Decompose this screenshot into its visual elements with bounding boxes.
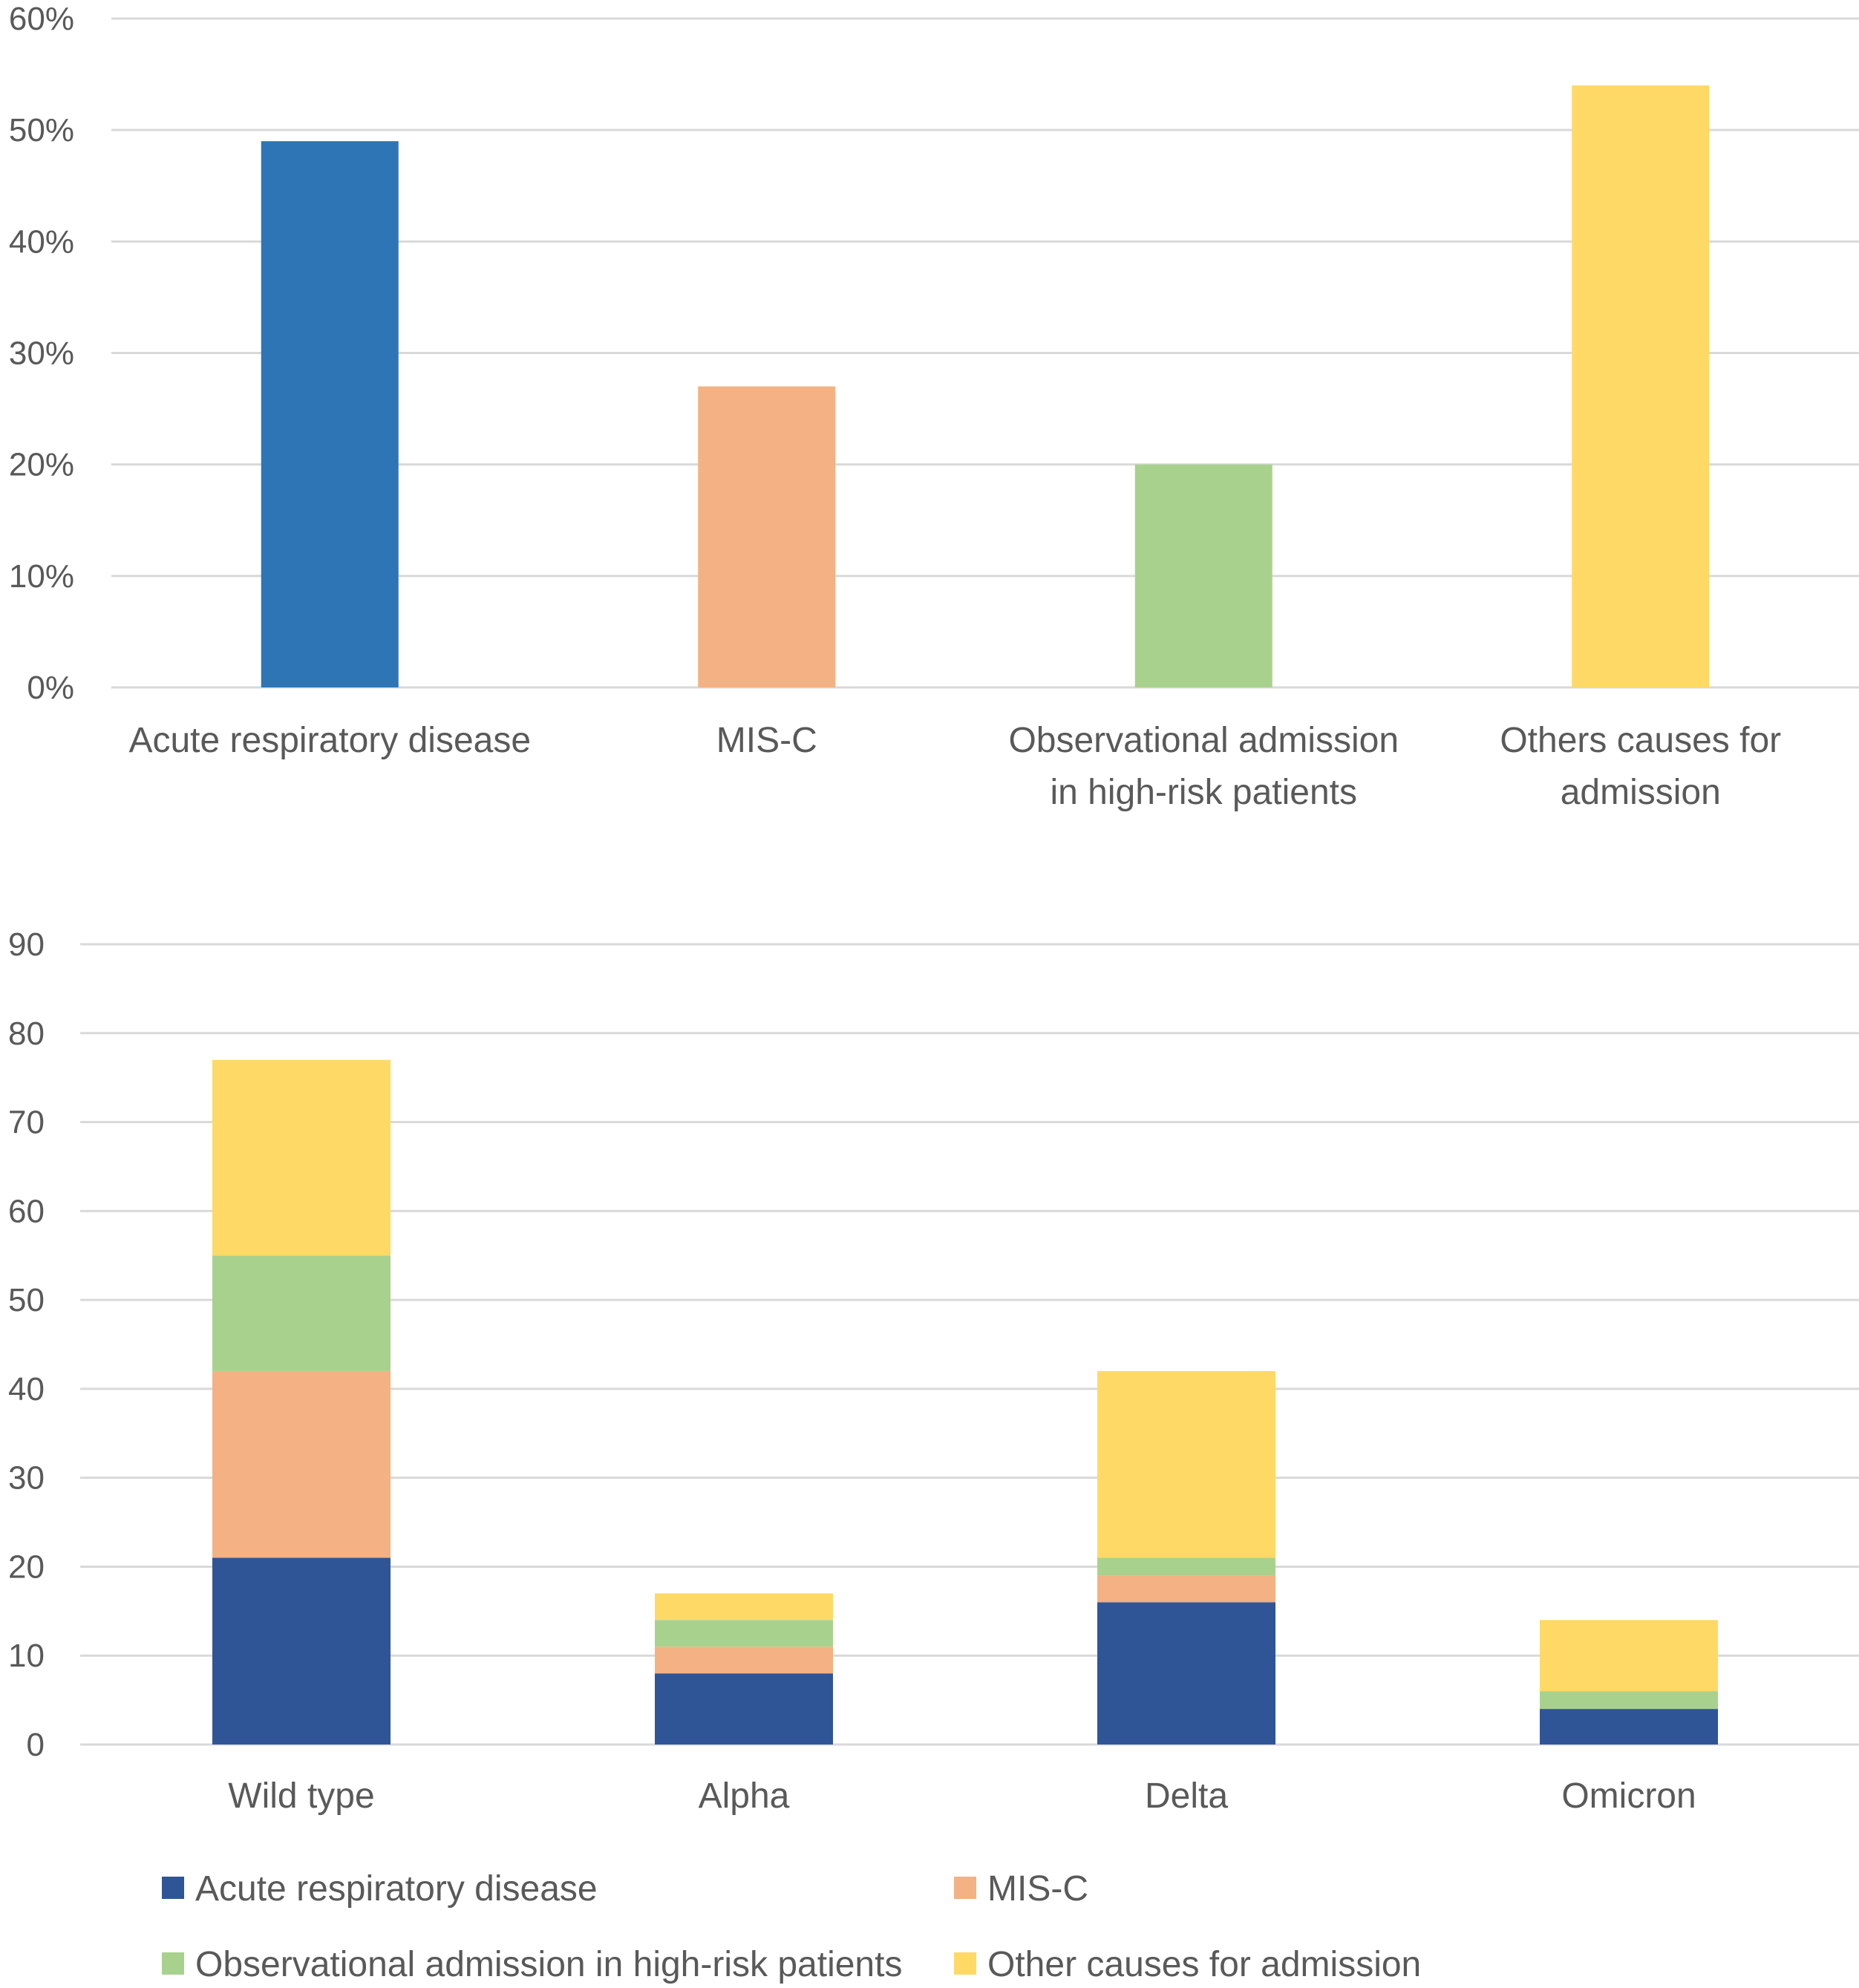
x-category-label: Observational admission xyxy=(1008,721,1399,760)
stacked-bar-segment xyxy=(1097,1575,1276,1603)
x-category-label: in high-risk patients xyxy=(1050,773,1357,812)
bar xyxy=(1134,464,1272,687)
x-category-label: admission xyxy=(1561,773,1721,812)
x-category-label: Omicron xyxy=(1561,1776,1696,1816)
x-category-label: Acute respiratory disease xyxy=(128,721,531,760)
stacked-bar-segment xyxy=(1540,1620,1719,1692)
stacked-bar-segment xyxy=(655,1673,834,1745)
bar xyxy=(261,141,399,687)
y-tick-label: 40% xyxy=(9,223,74,260)
x-category-label: Others causes for xyxy=(1500,721,1781,760)
stacked-bar-segment xyxy=(655,1620,834,1647)
y-tick-label: 10% xyxy=(9,558,74,595)
y-tick-label: 30% xyxy=(9,336,74,372)
y-tick-label: 30 xyxy=(8,1460,45,1497)
y-tick-label: 50 xyxy=(8,1282,45,1318)
stacked-bar-segment xyxy=(212,1059,391,1256)
y-tick-label: 90 xyxy=(8,926,45,963)
y-tick-label: 60% xyxy=(9,1,74,37)
legend-swatch xyxy=(954,1952,976,1975)
x-category-label: Alpha xyxy=(699,1776,790,1816)
stacked-bar-segment xyxy=(655,1593,834,1621)
y-tick-label: 60 xyxy=(8,1193,45,1229)
stacked-bar-segment xyxy=(1097,1602,1276,1745)
y-tick-label: 40 xyxy=(8,1371,45,1407)
bar xyxy=(1572,85,1710,688)
stacked-bar-segment xyxy=(212,1557,391,1745)
y-tick-label: 20 xyxy=(8,1549,45,1585)
y-tick-label: 10 xyxy=(8,1638,45,1674)
stacked-bar-segment xyxy=(212,1370,391,1558)
legend-swatch xyxy=(162,1952,184,1975)
legend-label: Other causes for admission xyxy=(987,1945,1421,1984)
stacked-bar-segment xyxy=(655,1647,834,1674)
y-tick-label: 70 xyxy=(8,1105,45,1141)
legend-label: Acute respiratory disease xyxy=(195,1869,598,1909)
y-tick-label: 50% xyxy=(9,112,74,148)
bar xyxy=(698,386,836,687)
x-category-label: Delta xyxy=(1145,1776,1228,1816)
stacked-bar-segment xyxy=(212,1255,391,1371)
legend-swatch xyxy=(162,1877,184,1899)
y-tick-label: 0 xyxy=(27,1727,45,1763)
legend-label: Observational admission in high-risk pat… xyxy=(195,1945,902,1984)
y-tick-label: 20% xyxy=(9,447,74,483)
stacked-bar-segment xyxy=(1097,1557,1276,1576)
y-tick-label: 0% xyxy=(27,670,74,706)
stacked-bar-segment xyxy=(1540,1691,1719,1710)
stacked-bar-segment xyxy=(1540,1709,1719,1745)
legend-swatch xyxy=(954,1877,976,1899)
chart-2-legend: Acute respiratory disease MIS-C Observatio… xyxy=(162,1869,1421,1984)
x-category-label: MIS-C xyxy=(716,721,817,760)
y-tick-label: 80 xyxy=(8,1016,45,1052)
x-category-label: Wild type xyxy=(228,1776,374,1816)
chart-2-cases-by-variant: 0 10 20 30 40 50 60 70 80 90 Wild type Alpha Delta Om… xyxy=(8,926,1859,1816)
chart-1-percentage-by-cause: 0% 10% 20% 30% 40% 50% 60% Acute respiratory di… xyxy=(9,1,1859,812)
stacked-bar-segment xyxy=(1097,1370,1276,1558)
legend-label: MIS-C xyxy=(987,1869,1088,1909)
